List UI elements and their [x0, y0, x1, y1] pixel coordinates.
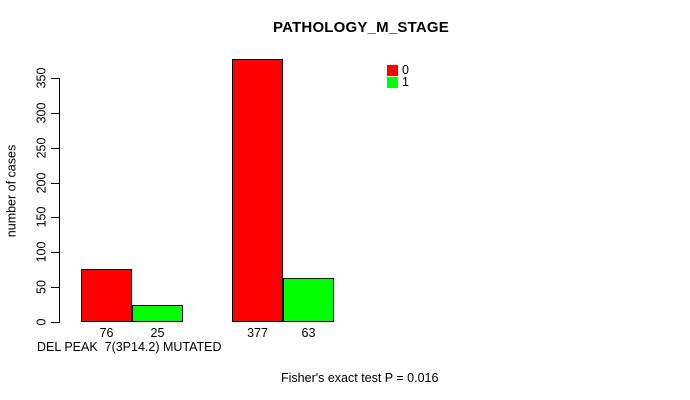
- y-tick-label: 100: [34, 241, 49, 263]
- y-tick-label: 0: [34, 318, 49, 326]
- y-tick-label: 150: [34, 206, 49, 228]
- bar-value-label: 377: [247, 326, 268, 340]
- bar-series-1: [132, 305, 183, 322]
- bar-value-label: 76: [99, 326, 114, 340]
- legend-swatch-0: [387, 65, 398, 76]
- y-tick: [51, 183, 59, 184]
- y-tick: [51, 217, 59, 218]
- y-tick: [51, 287, 59, 288]
- y-tick-label: 50: [34, 280, 49, 294]
- bar-value-label: 63: [301, 326, 316, 340]
- y-tick-label: 250: [34, 137, 49, 159]
- bar-series-0: [81, 269, 132, 322]
- y-tick-label: 200: [34, 172, 49, 194]
- bar-series-1: [283, 278, 334, 322]
- legend-label: 0: [402, 63, 409, 77]
- y-tick-label: 300: [34, 102, 49, 124]
- bar-series-0: [232, 59, 283, 322]
- chart-title: PATHOLOGY_M_STAGE: [273, 19, 449, 36]
- y-tick: [51, 322, 59, 323]
- y-tick: [51, 148, 59, 149]
- y-axis-title: number of cases: [4, 144, 19, 238]
- legend-swatch-1: [387, 77, 398, 88]
- y-tick: [51, 252, 59, 253]
- y-tick: [51, 113, 59, 114]
- y-tick-label: 350: [34, 67, 49, 89]
- y-axis-line: [59, 78, 60, 323]
- annotation-fisher-test: Fisher's exact test P = 0.016: [281, 371, 439, 385]
- legend-label: 1: [402, 75, 409, 89]
- y-tick: [51, 78, 59, 79]
- x-axis-label: DEL PEAK 7(3P14.2) MUTATED: [37, 340, 222, 354]
- bar-value-label: 25: [150, 326, 165, 340]
